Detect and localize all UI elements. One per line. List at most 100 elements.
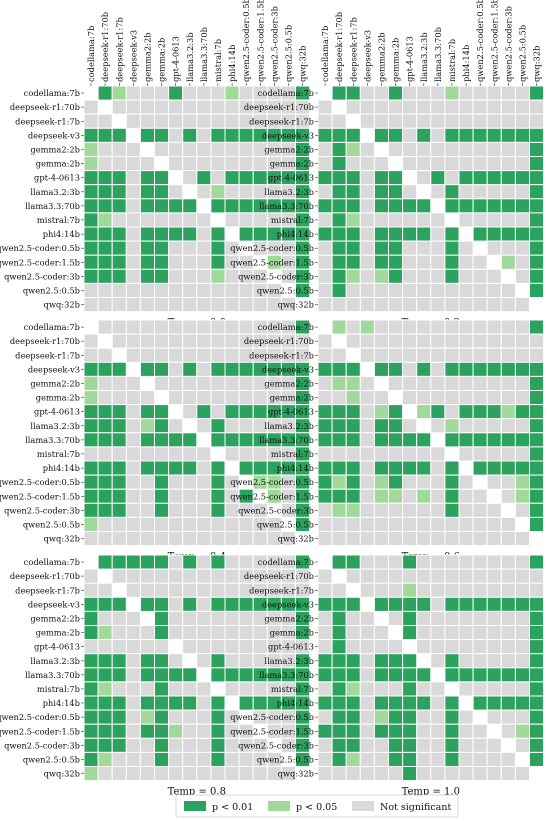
heatmap-cell: [444, 460, 460, 476]
heatmap-cell: [111, 751, 127, 768]
heatmap-cell: [111, 375, 127, 391]
heatmap-cell: [514, 390, 531, 406]
heatmap-cell: [224, 446, 240, 462]
heatmap-cell: [295, 282, 311, 298]
heatmap-cell: [430, 99, 446, 115]
heatmap-cell: [125, 347, 141, 363]
heatmap-cell: [514, 297, 531, 313]
heatmap-cell: [529, 404, 545, 420]
row-tick-label: mistral:7b: [37, 215, 80, 225]
heatmap-cell: [154, 751, 170, 768]
heatmap-cell: [210, 254, 226, 270]
heatmap-cell: [168, 681, 184, 697]
heatmap-cell: [196, 127, 212, 143]
heatmap-cell: [317, 404, 333, 420]
heatmap-cell: [486, 268, 502, 284]
heatmap-cell: [97, 361, 113, 377]
heatmap-cell: [458, 85, 474, 101]
heatmap-cell: [500, 751, 516, 768]
heatmap-cell: [472, 254, 488, 270]
heatmap-cell: [430, 751, 446, 768]
row-tick-label: qwq:32b: [278, 769, 314, 779]
heatmap-cell: [331, 488, 347, 504]
column-tick-label: gemma:2b: [157, 38, 167, 82]
heatmap-cell: [472, 85, 488, 101]
heatmap-cell: [416, 460, 432, 476]
heatmap-cell: [529, 488, 545, 504]
row-tick-label: llama3.2:3b: [264, 187, 314, 197]
heatmap-cell: [486, 404, 502, 420]
heatmap-cell: [210, 375, 226, 391]
heatmap-cell: [125, 446, 141, 462]
heatmap-cell: [529, 418, 545, 434]
heatmap-cell: [388, 460, 404, 476]
heatmap-cell: [529, 319, 545, 335]
heatmap-cell: [224, 390, 240, 406]
heatmap-cell: [472, 432, 488, 448]
heatmap-cell: [238, 141, 254, 157]
heatmap-cell: [416, 319, 432, 335]
heatmap-cell: [196, 554, 212, 570]
heatmap-cell: [345, 681, 361, 697]
heatmap-cell: [373, 446, 389, 462]
heatmap-cell: [139, 184, 155, 200]
heatmap-cell: [83, 653, 99, 669]
heatmap-cell: [139, 268, 155, 284]
row-tick-label: gpt-4-0613: [34, 407, 80, 417]
heatmap-cell: [182, 333, 198, 349]
heatmap-cell: [402, 418, 418, 434]
heatmap-cell: [210, 474, 226, 490]
heatmap-cell: [388, 531, 404, 547]
heatmap-cell: [111, 212, 127, 228]
heatmap-cell: [168, 282, 184, 298]
heatmap-cell: [514, 766, 531, 782]
heatmap-cell: [154, 113, 170, 129]
heatmap-cell: [111, 282, 127, 298]
heatmap-cell: [154, 319, 170, 335]
heatmap-cell: [139, 99, 155, 115]
heatmap-cell: [500, 568, 516, 584]
heatmap-cell: [238, 418, 254, 434]
heatmap-cell: [111, 460, 127, 476]
heatmap-cell: [238, 554, 254, 570]
heatmap-cell: [224, 333, 240, 349]
heatmap-cell: [317, 268, 333, 284]
heatmap-cell: [388, 432, 404, 448]
heatmap-cell: [500, 184, 516, 200]
column-tick-label: deepseek-r1:7b: [114, 17, 124, 82]
heatmap-cell: [196, 226, 212, 242]
heatmap-cell: [154, 488, 170, 504]
heatmap-cell: [125, 502, 141, 518]
heatmap-cell: [252, 156, 268, 172]
heatmap-cell: [83, 474, 99, 490]
heatmap-cell: [388, 723, 404, 739]
heatmap-cell: [416, 751, 432, 768]
heatmap-cell: [139, 766, 155, 782]
heatmap-cell: [238, 653, 254, 669]
heatmap-cell: [486, 99, 502, 115]
heatmap-cell: [154, 432, 170, 448]
heatmap-cell: [168, 610, 184, 627]
heatmap-cell: [317, 347, 333, 363]
heatmap-cell: [238, 319, 254, 335]
heatmap-cell: [500, 418, 516, 434]
heatmap-cell: [210, 432, 226, 448]
heatmap-cell: [486, 554, 502, 570]
heatmap-cell: [430, 319, 446, 335]
heatmap-cell: [430, 240, 446, 256]
heatmap-cell: [458, 625, 474, 641]
heatmap-cell: [430, 390, 446, 406]
heatmap-cell: [373, 254, 389, 270]
heatmap-cell: [111, 254, 127, 270]
heatmap-cell: [373, 709, 389, 725]
heatmap-cell: [486, 156, 502, 172]
heatmap-cell: [125, 240, 141, 256]
heatmap-cell: [529, 723, 545, 739]
heatmap-cell: [444, 751, 460, 768]
heatmap-cell: [111, 226, 127, 242]
heatmap-cell: [514, 347, 531, 363]
heatmap-cell: [486, 347, 502, 363]
heatmap-cell: [111, 418, 127, 434]
heatmap-cell: [331, 282, 347, 298]
heatmap-cell: [224, 347, 240, 363]
